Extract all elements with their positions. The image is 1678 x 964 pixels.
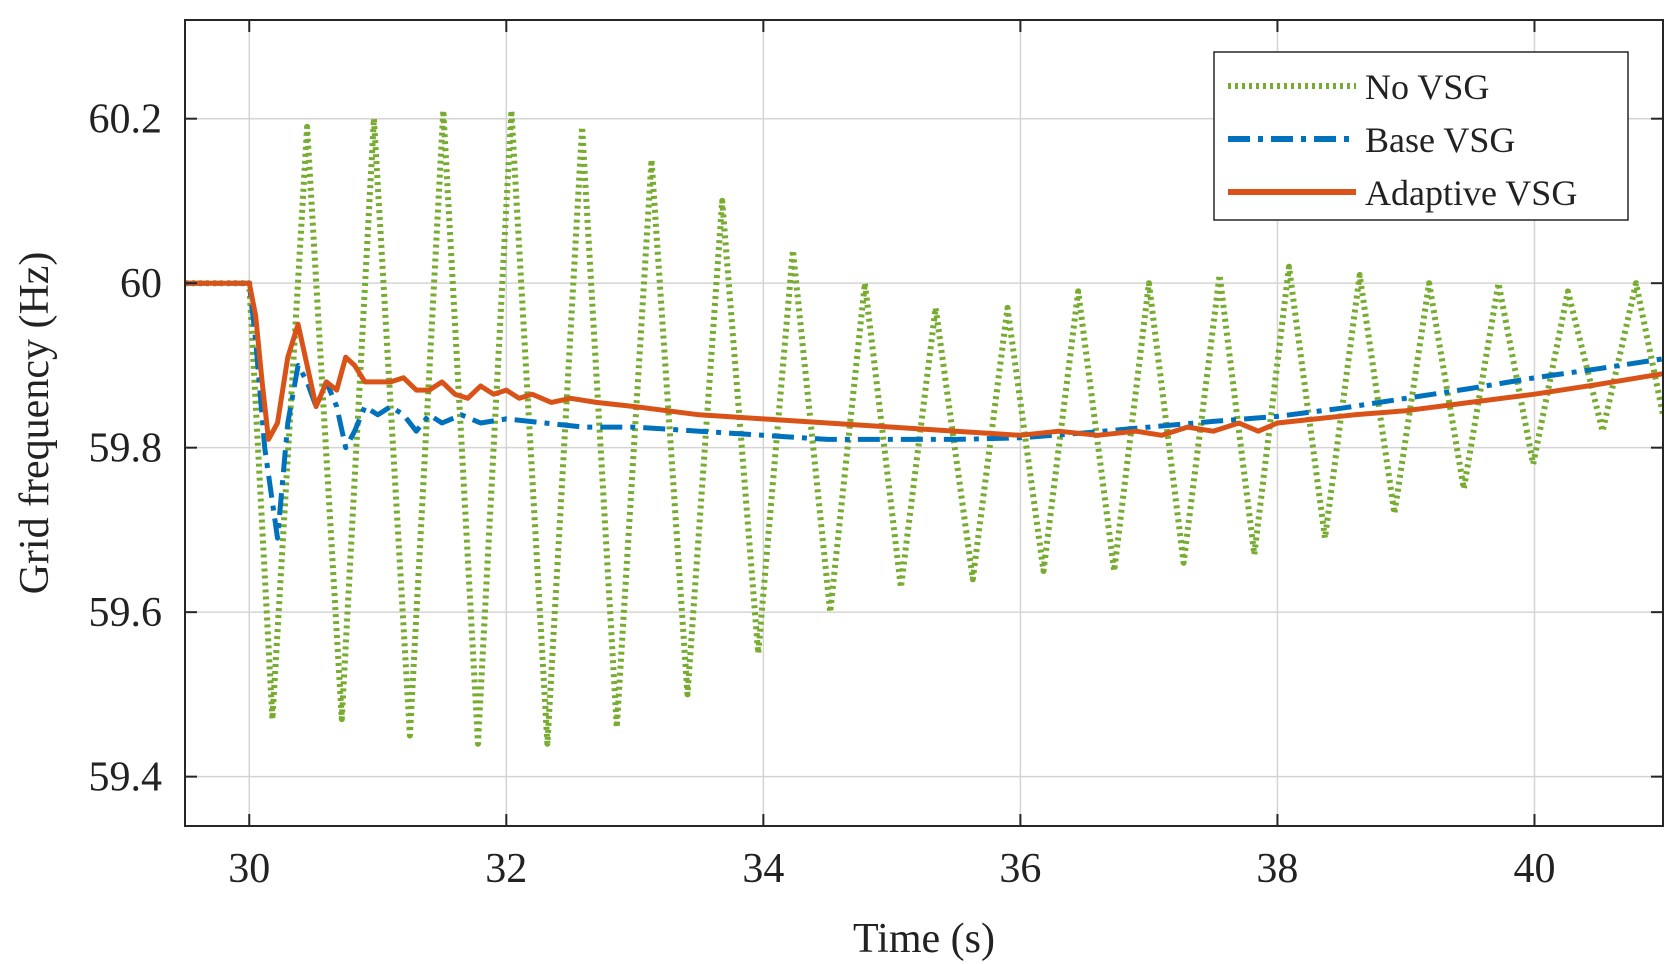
plot-area-border [184,19,1664,827]
x-tick-label: 40 [1513,846,1555,892]
series-line-adaptive-vsg [185,280,1663,442]
y-tick-label: 59.8 [89,426,163,472]
x-tick-labels: 30 32 34 36 38 40 [228,846,1555,892]
x-tick-label: 36 [999,846,1041,892]
y-tick-label: 60.2 [89,97,163,143]
axis-ticks [185,20,1663,826]
x-tick-label: 34 [742,846,784,892]
y-tick-label: 59.4 [89,755,163,801]
x-tick-label: 30 [228,846,270,892]
x-axis-title: Time (s) [853,916,995,962]
series-line-no-vsg [185,107,1663,747]
series-lines [185,107,1663,747]
legend-label-adaptive-vsg: Adaptive VSG [1365,173,1577,213]
x-tick-label: 38 [1256,846,1298,892]
y-axis-title: Grid frequency (Hz) [12,252,58,595]
legend-label-base-vsg: Base VSG [1365,120,1515,160]
y-tick-label: 59.6 [89,590,163,636]
y-tick-labels: 59.4 59.6 59.8 60 60.2 [89,97,163,801]
legend-label-no-vsg: No VSG [1365,67,1489,107]
y-tick-label: 60 [120,261,162,307]
x-tick-label: 32 [485,846,527,892]
legend: No VSG Base VSG Adaptive VSG [1213,51,1629,221]
